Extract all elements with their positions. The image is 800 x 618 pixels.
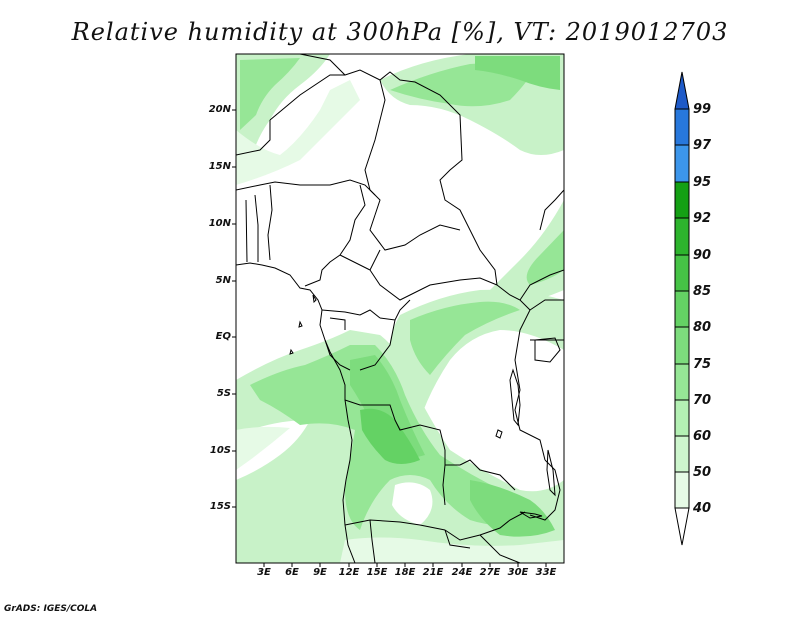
boundary-algeria-niger: [269, 74, 345, 121]
colorbar-bin-75-80: [674, 326, 690, 365]
colorbar-label: 50: [693, 465, 712, 480]
colorbar-bin-70-75: [674, 363, 690, 401]
lat-label: 5S: [216, 388, 231, 399]
humidity-region-east-band-core: [526, 230, 564, 285]
boundary-congo-drc: [359, 299, 411, 371]
boundary-mali-niger: [236, 120, 271, 156]
lat-label: EQ: [215, 331, 231, 342]
lon-label: 18E: [394, 567, 416, 578]
lon-label: 21E: [422, 567, 444, 578]
boundary-benin-togo: [245, 194, 259, 263]
map-frame: [235, 53, 565, 564]
lake-victoria: [534, 337, 561, 363]
colorbar-label: 90: [693, 248, 712, 263]
boundary-mozambique: [529, 459, 561, 521]
colorbar-bin-95-97: [674, 144, 690, 183]
boundary-sahara-north: [299, 54, 498, 286]
colorbar-low-arrow: [674, 507, 690, 546]
boundary-zambia-south: [444, 511, 526, 541]
colorbar-bin-80-85: [674, 290, 690, 328]
colorbar-bin-50-60: [674, 435, 690, 473]
boundary-southeast: [444, 529, 521, 563]
colorbar-bin-97-99: [674, 108, 690, 146]
colorbar-bin-90-92: [674, 217, 690, 256]
lat-label: 10N: [208, 218, 231, 229]
boundary-drc-angola: [344, 399, 460, 466]
humidity-region-south-east-core: [470, 480, 555, 537]
humidity-region-north-east-fringe: [236, 80, 360, 185]
humidity-region-equatorial-core: [410, 301, 520, 375]
lon-label: 24E: [451, 567, 473, 578]
boundary-drc-east: [496, 284, 546, 461]
humidity-region-south-central-core: [350, 355, 425, 458]
grads-credit: GrADS: IGES/COLA: [4, 604, 98, 614]
colorbar-label: 40: [693, 501, 712, 516]
colorbar-label: 95: [693, 175, 712, 190]
coastline-gulf-islands: [289, 294, 317, 355]
country-boundaries: [236, 54, 564, 563]
boundary-angola-namibia: [344, 519, 446, 531]
boundary-car-south: [369, 249, 498, 301]
great-lakes: [495, 337, 561, 519]
colorbar-label: 99: [693, 102, 712, 117]
lake-tanganyika: [509, 368, 521, 427]
colorbar-bin-85-90: [674, 254, 690, 292]
lake-kariba: [519, 511, 543, 519]
lon-label: 33E: [535, 567, 557, 578]
humidity-region-north-east-core: [475, 56, 560, 90]
boundary-zambia-north: [459, 459, 516, 491]
boundary-nigeria-west: [267, 184, 273, 261]
colorbar-high-arrow: [674, 71, 690, 110]
boundary-cameroon-car: [339, 254, 371, 271]
axis-ticks: [232, 109, 547, 567]
humidity-fill-layer: [236, 54, 564, 563]
lake-malawi: [546, 449, 556, 497]
lon-label: 15E: [366, 567, 388, 578]
humidity-region-south-fringe: [340, 537, 564, 563]
boundary-chad-car: [369, 214, 461, 251]
colorbar-label: 97: [693, 138, 712, 153]
lat-label: 15S: [209, 501, 231, 512]
coastline-west-africa: [236, 262, 356, 563]
lon-label: 30E: [507, 567, 529, 578]
lon-label: 9E: [313, 567, 327, 578]
boundary-cameroon-south: [321, 309, 381, 319]
lat-label: 5N: [215, 275, 231, 286]
lat-label: 20N: [208, 104, 231, 115]
boundary-namibia-botswana: [369, 519, 376, 563]
colorbar-label: 85: [693, 284, 712, 299]
humidity-region-south-dry-patch: [392, 482, 433, 525]
humidity-region-south-west-edge: [236, 426, 290, 470]
boundary-east-africa: [519, 189, 564, 301]
humidity-region-north-west-core: [240, 58, 300, 130]
boundary-niger-nigeria: [236, 179, 376, 196]
lon-label: 27E: [479, 567, 501, 578]
lon-label: 12E: [338, 567, 360, 578]
colorbar-bin-40-50: [674, 471, 690, 509]
colorbar-bin-92-95: [674, 181, 690, 219]
lon-label: 6E: [285, 567, 299, 578]
colorbar-label: 75: [693, 357, 712, 372]
colorbar-label: 60: [693, 429, 712, 444]
colorbar-label: 80: [693, 320, 712, 335]
boundary-angola-zambia: [442, 464, 446, 506]
colorbar-label: 70: [693, 393, 712, 408]
lon-label: 3E: [257, 567, 271, 578]
humidity-region-angola-core: [360, 408, 420, 464]
colorbar-bin-60-70: [674, 399, 690, 437]
lat-label: 10S: [209, 445, 231, 456]
map-title: Relative humidity at 300hPa [%], VT: 201…: [71, 18, 729, 46]
colorbar: [674, 71, 690, 546]
colorbar-label: 92: [693, 211, 712, 226]
lake-mweru: [495, 429, 503, 439]
boundary-niger-chad: [364, 79, 386, 216]
lat-label: 15N: [208, 161, 231, 172]
